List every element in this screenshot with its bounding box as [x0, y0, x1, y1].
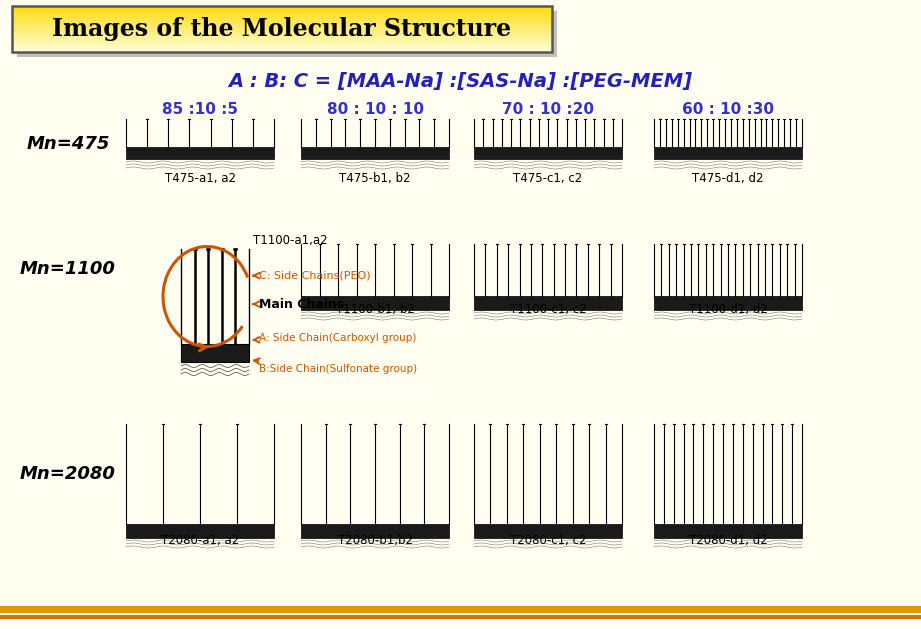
Bar	[301, 524, 449, 538]
Text: T2080-d1, d2: T2080-d1, d2	[689, 534, 767, 547]
Text: A : B: C = [MAA-Na] :[SAS-Na] :[PEG-MEM]: A : B: C = [MAA-Na] :[SAS-Na] :[PEG-MEM]	[228, 72, 692, 91]
Bar	[12, 48, 552, 49]
Bar	[12, 40, 552, 42]
Bar	[12, 19, 552, 21]
Bar	[12, 38, 552, 40]
Bar	[12, 18, 552, 19]
Bar	[12, 26, 552, 28]
Bar	[12, 38, 552, 39]
Text: 70 : 10 :20: 70 : 10 :20	[502, 101, 594, 116]
Text: T2080-a1, a2: T2080-a1, a2	[161, 534, 239, 547]
Bar	[12, 43, 552, 44]
Text: Images of the Molecular Structure: Images of the Molecular Structure	[52, 17, 511, 41]
Text: B:Side Chain(Sulfonate group): B:Side Chain(Sulfonate group)	[254, 359, 417, 374]
Bar	[12, 7, 552, 8]
Bar	[12, 28, 552, 30]
Bar	[12, 17, 552, 18]
Bar	[181, 344, 249, 362]
Bar	[654, 524, 802, 538]
Bar	[12, 46, 552, 47]
Text: T2080-b1,b2: T2080-b1,b2	[337, 534, 413, 547]
Text: T1100-d1, d2: T1100-d1, d2	[689, 303, 767, 316]
Bar	[12, 6, 552, 7]
Bar	[12, 11, 552, 12]
Bar	[12, 31, 552, 33]
Bar	[12, 30, 552, 31]
Bar	[12, 45, 552, 46]
Bar	[12, 37, 552, 38]
Bar	[654, 296, 802, 310]
Bar	[12, 6, 552, 8]
Bar	[12, 49, 552, 50]
Bar	[12, 20, 552, 21]
Bar	[12, 21, 552, 22]
Bar	[12, 45, 552, 47]
Bar	[12, 30, 552, 31]
Text: 85 :10 :5: 85 :10 :5	[162, 101, 238, 116]
Bar	[12, 25, 552, 26]
Bar	[12, 16, 552, 17]
Bar	[654, 147, 802, 159]
Bar	[12, 42, 552, 43]
Bar	[12, 18, 552, 19]
Bar	[12, 8, 552, 9]
Text: T1100-c1, c2: T1100-c1, c2	[509, 303, 587, 316]
Text: Mn=1100: Mn=1100	[20, 260, 116, 278]
Text: T475-c1, c2: T475-c1, c2	[513, 172, 583, 185]
Bar	[12, 9, 552, 11]
Bar	[12, 25, 552, 26]
Bar	[12, 48, 552, 50]
Bar	[12, 41, 552, 42]
Text: T475-d1, d2: T475-d1, d2	[693, 172, 764, 185]
Text: T475-a1, a2: T475-a1, a2	[165, 172, 236, 185]
Text: 80 : 10 : 10: 80 : 10 : 10	[327, 101, 424, 116]
Bar	[12, 14, 552, 15]
Text: T2080-c1, c2: T2080-c1, c2	[509, 534, 587, 547]
Bar	[12, 6, 552, 52]
Text: T1100-b1, b2: T1100-b1, b2	[335, 303, 414, 316]
Bar	[12, 35, 552, 36]
Bar	[12, 33, 552, 35]
Bar	[12, 24, 552, 25]
Bar	[12, 21, 552, 23]
Bar	[12, 31, 552, 32]
Text: A: Side Chain(Carboxyl group): A: Side Chain(Carboxyl group)	[253, 333, 416, 343]
Bar	[12, 23, 552, 24]
Bar	[12, 42, 552, 43]
Bar	[126, 147, 274, 159]
Bar	[12, 47, 552, 48]
Bar	[12, 10, 552, 11]
Bar	[12, 23, 552, 25]
Bar	[301, 147, 449, 159]
Text: T475-b1, b2: T475-b1, b2	[339, 172, 411, 185]
Bar	[12, 36, 552, 38]
Bar	[12, 51, 552, 52]
Bar	[12, 50, 552, 51]
Bar	[12, 27, 552, 28]
Bar	[126, 524, 274, 538]
Bar	[12, 39, 552, 40]
Bar	[12, 44, 552, 45]
Text: 60 : 10 :30: 60 : 10 :30	[682, 101, 774, 116]
Bar	[12, 35, 552, 36]
Bar	[12, 14, 552, 16]
Bar	[12, 28, 552, 29]
Bar	[12, 34, 552, 35]
Text: T1100-a1,a2: T1100-a1,a2	[253, 234, 328, 247]
Bar	[301, 296, 449, 310]
Bar	[474, 296, 622, 310]
Text: Mn=475: Mn=475	[27, 135, 110, 153]
Bar	[12, 16, 552, 18]
Bar	[474, 524, 622, 538]
Text: C: Side Chains(PEO): C: Side Chains(PEO)	[253, 270, 370, 281]
Bar	[17, 11, 557, 57]
Bar	[12, 13, 552, 14]
Bar	[12, 32, 552, 33]
Bar	[12, 9, 552, 10]
Text: Mn=2080: Mn=2080	[20, 465, 116, 483]
Bar	[12, 11, 552, 13]
Bar	[12, 13, 552, 14]
Text: Main Chains: Main Chains	[253, 298, 344, 311]
Bar	[474, 147, 622, 159]
